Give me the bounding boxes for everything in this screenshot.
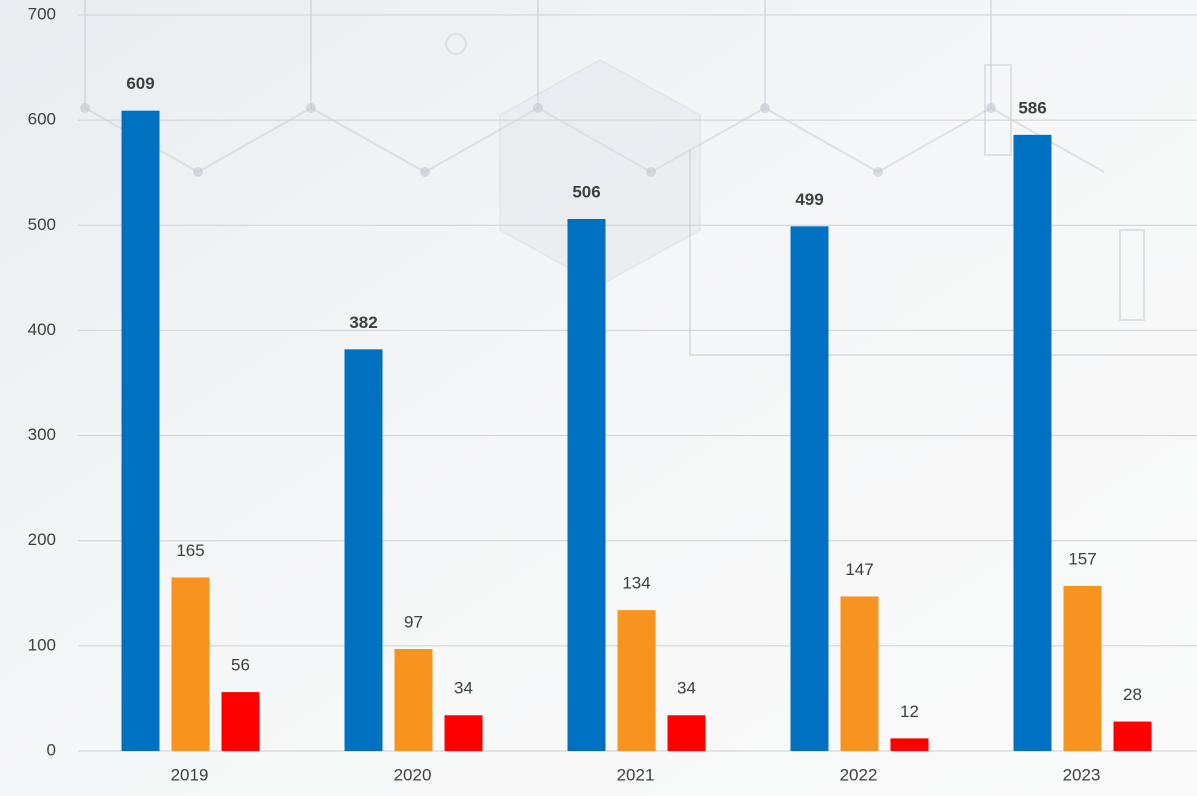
bar [221,692,260,751]
data-label: 382 [349,313,377,332]
x-tick-label: 2023 [1063,765,1101,784]
x-tick-label: 2021 [617,765,655,784]
y-tick-label: 0 [47,740,56,759]
y-tick-label: 100 [28,635,56,654]
data-label: 12 [900,702,919,721]
data-label: 157 [1068,549,1096,568]
y-tick-label: 600 [28,110,56,129]
bar [394,649,433,751]
y-tick-label: 500 [28,215,56,234]
data-label: 165 [176,541,204,560]
data-label: 586 [1018,98,1046,117]
y-tick-label: 300 [28,425,56,444]
data-label: 56 [231,656,250,675]
bar [567,218,606,751]
x-tick-label: 2019 [171,765,209,784]
data-label: 97 [404,612,423,631]
bar [344,349,383,751]
y-tick-label: 400 [28,320,56,339]
data-label: 34 [677,679,696,698]
bar [444,715,483,751]
x-tick-label: 2020 [394,765,432,784]
bar [1013,134,1052,751]
bar [121,110,160,752]
bar [171,577,210,751]
data-label: 28 [1123,685,1142,704]
data-label: 506 [572,182,600,201]
bar [667,715,706,751]
y-tick-label: 700 [28,4,56,23]
data-label: 147 [845,560,873,579]
bar [617,610,656,751]
data-label: 34 [454,679,473,698]
y-tick-label: 200 [28,530,56,549]
data-label: 609 [126,74,154,93]
bar [1063,585,1102,751]
bar [840,596,879,751]
data-label: 499 [795,190,823,209]
data-label: 134 [622,574,650,593]
bar [890,738,929,751]
bar [1113,721,1152,751]
x-tick-label: 2022 [840,765,878,784]
bar [790,226,829,751]
